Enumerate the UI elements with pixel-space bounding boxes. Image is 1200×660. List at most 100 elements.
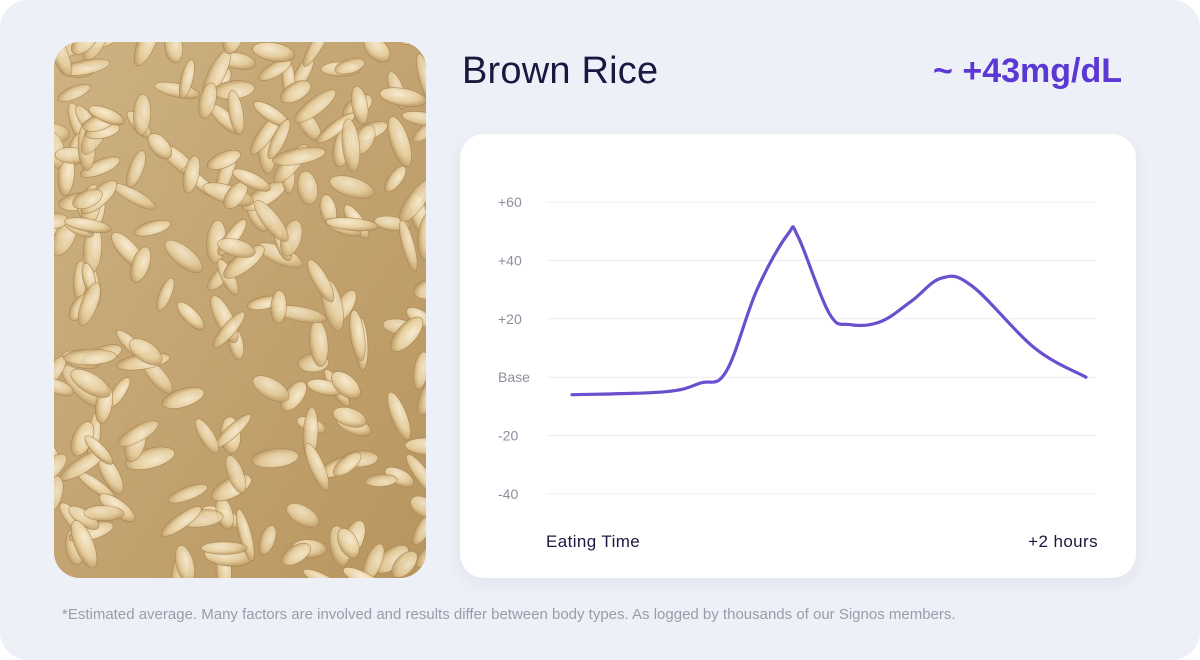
rice-grain xyxy=(401,110,426,127)
rice-grain xyxy=(251,448,299,468)
food-name: Brown Rice xyxy=(462,50,659,92)
rice-grain xyxy=(60,58,111,76)
rice-grain xyxy=(70,520,98,569)
glucose-chart: +60 +40 +20 Base -20 -40 xyxy=(498,194,1096,502)
rice-grain xyxy=(342,567,388,578)
rice-grain xyxy=(63,348,117,366)
rice-grain xyxy=(222,42,244,54)
glucose-change-value: ~ +43mg/dL xyxy=(933,52,1122,90)
rice-grain xyxy=(379,87,426,107)
rice-grain xyxy=(128,338,163,366)
rice-grain xyxy=(331,371,361,400)
rice-grain xyxy=(412,351,426,390)
rice-grain xyxy=(258,58,292,81)
rice-grain xyxy=(417,373,426,415)
y-tick-label: +60 xyxy=(498,194,522,210)
rice-grain xyxy=(54,453,67,485)
rice-grain xyxy=(174,545,195,578)
y-tick-label: +20 xyxy=(498,311,522,327)
x-axis-end-label: +2 hours xyxy=(1028,532,1098,551)
rice-grain xyxy=(281,542,311,566)
rice-grain xyxy=(349,309,366,362)
rice-grain xyxy=(130,246,151,283)
rice-grain xyxy=(334,58,365,75)
rice-grain xyxy=(252,375,290,403)
rice-grain xyxy=(286,503,320,528)
rice-grain xyxy=(332,452,362,477)
rice-grain xyxy=(176,301,205,331)
glucose-series-line xyxy=(570,225,1088,397)
rice-grain xyxy=(267,119,291,160)
rice-grain xyxy=(417,212,426,261)
rice-grain xyxy=(351,86,369,125)
rice-grain xyxy=(293,89,337,124)
x-axis-start-label: Eating Time xyxy=(546,532,641,551)
rice-grain xyxy=(88,105,125,126)
rice-grain xyxy=(206,149,241,170)
rice-grain xyxy=(225,455,247,494)
rice-grain xyxy=(412,119,426,143)
rice-grain xyxy=(399,219,418,272)
rice-grain xyxy=(83,505,125,522)
rice-grain xyxy=(332,406,367,428)
rice-grain xyxy=(399,42,426,45)
rice-grain xyxy=(126,150,146,188)
rice-grain xyxy=(329,175,375,199)
rice-grain xyxy=(57,83,91,102)
rice-grain xyxy=(270,290,287,324)
glucose-chart-panel: +60 +40 +20 Base -20 -40 Eating Time +2 hours xyxy=(460,134,1136,578)
y-tick-label: -40 xyxy=(498,486,518,502)
rice-grain xyxy=(410,495,426,519)
rice-grain xyxy=(179,59,195,99)
rice-grain xyxy=(236,509,255,562)
rice-grain xyxy=(70,368,111,398)
rice-grain xyxy=(384,466,415,488)
rice-grain xyxy=(164,42,184,64)
rice-grain xyxy=(160,506,202,537)
y-tick-label: -20 xyxy=(498,428,518,444)
footnote: *Estimated average. Many factors are inv… xyxy=(62,606,956,623)
rice-grain xyxy=(72,188,103,210)
rice-grain xyxy=(54,42,73,77)
rice-grain xyxy=(84,435,114,465)
rice-grain xyxy=(406,454,426,498)
rice-grain xyxy=(254,200,289,242)
rice-grain xyxy=(217,237,256,258)
rice-grain xyxy=(416,53,426,103)
rice-grain xyxy=(232,168,271,192)
rice-grain xyxy=(280,80,312,104)
rice-grain xyxy=(198,82,217,119)
rice-grain xyxy=(325,217,379,232)
rice-grain xyxy=(54,378,75,397)
rice-grain xyxy=(364,474,398,487)
rice-grain xyxy=(54,475,64,513)
rice-grain xyxy=(302,568,343,578)
rice-grain xyxy=(117,420,159,447)
rice-grain xyxy=(147,133,173,160)
y-tick-label: Base xyxy=(498,369,530,385)
rice-grain xyxy=(133,219,171,237)
rice-grain xyxy=(337,528,360,559)
rice-grain xyxy=(252,42,296,63)
rice-grain xyxy=(363,42,391,63)
rice-grain xyxy=(341,118,361,173)
rice-grain xyxy=(307,259,335,303)
rice-grain xyxy=(133,42,160,67)
rice-grain xyxy=(390,316,424,352)
rice-grain xyxy=(404,437,426,457)
rice-grain xyxy=(258,525,277,555)
rice-grain xyxy=(296,170,318,206)
rice-grain xyxy=(156,277,175,312)
y-tick-label: +40 xyxy=(498,252,522,268)
rice-grain xyxy=(182,155,201,194)
rice-grain xyxy=(212,311,246,349)
rice-grain xyxy=(304,443,330,491)
rice-grain xyxy=(384,165,407,193)
rice-grain xyxy=(412,512,426,545)
rice-grain xyxy=(167,483,208,504)
rice-grains-image xyxy=(54,42,426,578)
rice-grain xyxy=(387,116,412,168)
rice-grain xyxy=(132,93,151,136)
rice-grain xyxy=(64,217,112,233)
